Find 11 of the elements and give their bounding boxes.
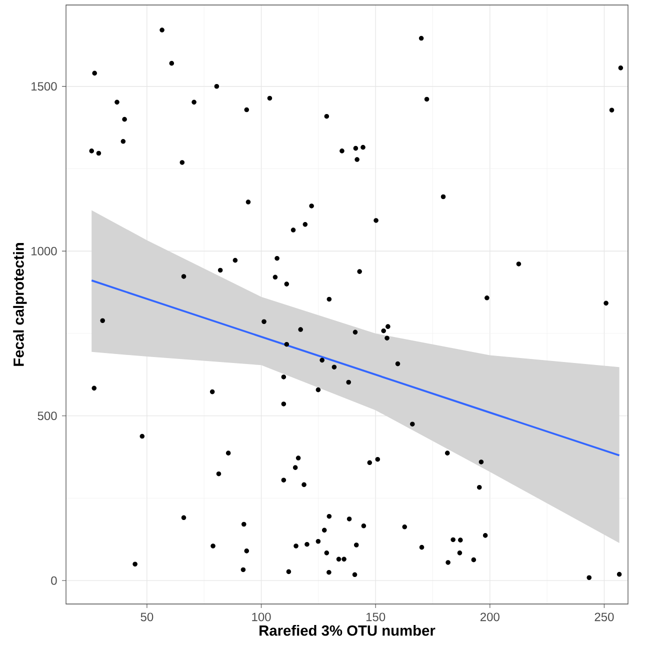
y-axis-title: Fecal calprotectin	[13, 243, 27, 366]
x-axis-title: Rarefied 3% OTU number	[260, 625, 436, 636]
x-tick-label: 250	[594, 612, 614, 622]
y-tick-label: 0	[51, 576, 57, 585]
x-tick-label: 200	[480, 612, 500, 622]
y-tick-label: 1500	[32, 82, 57, 91]
x-tick-label: 50	[140, 612, 154, 622]
x-tick-label: 150	[366, 612, 386, 622]
y-tick-label: 1000	[32, 246, 57, 256]
y-tick-label: 500	[38, 412, 57, 420]
x-tick-label: 100	[252, 612, 271, 622]
